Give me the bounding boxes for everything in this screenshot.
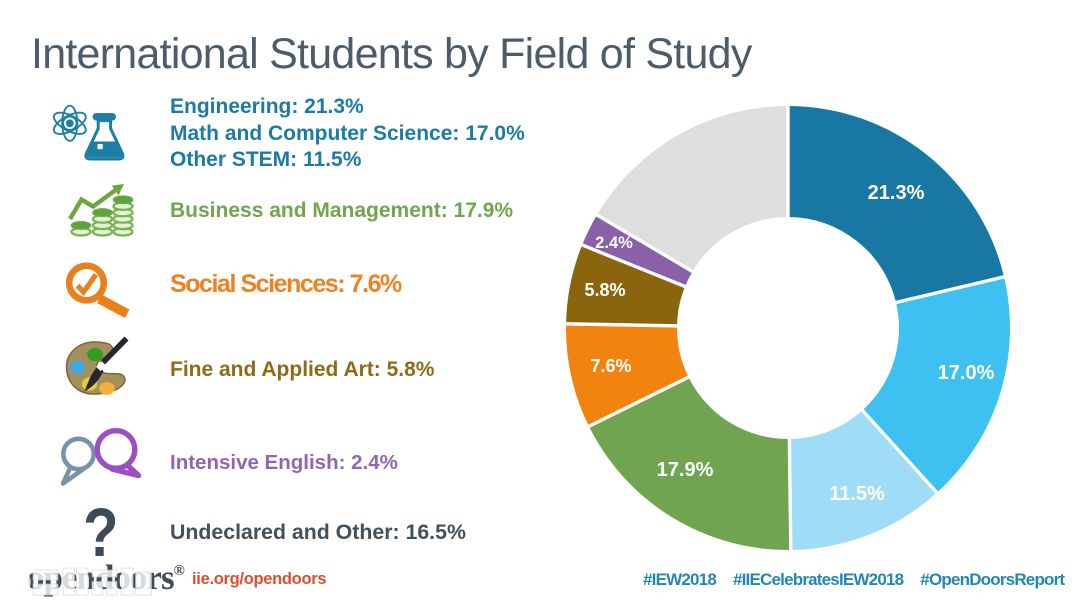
svg-text:17.9%: 17.9% — [657, 459, 714, 481]
svg-text:17.0%: 17.0% — [938, 362, 995, 384]
svg-text:2.4%: 2.4% — [595, 234, 633, 252]
svg-text:11.5%: 11.5% — [829, 483, 885, 505]
svg-text:5.8%: 5.8% — [584, 280, 625, 300]
svg-text:21.3%: 21.3% — [868, 182, 925, 204]
svg-text:7.6%: 7.6% — [590, 356, 631, 376]
